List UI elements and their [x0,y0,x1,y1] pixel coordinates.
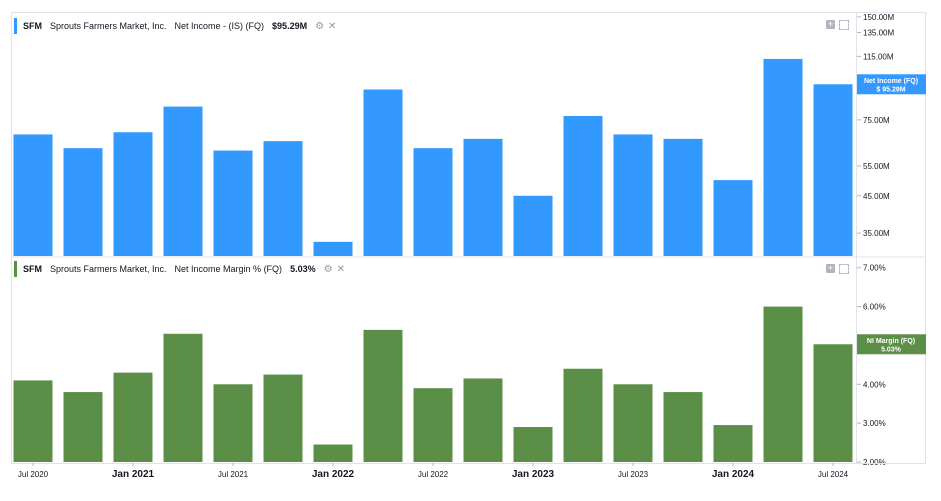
bottom-panel-tools: + [826,264,849,274]
bottom-bar [163,333,203,462]
plus-icon[interactable]: + [826,19,835,29]
top-legend-swatch [14,18,17,34]
close-icon[interactable]: ✕ [328,20,337,32]
bottom-badge-title: NI Margin (FQ) [867,338,915,345]
top-legend-company: Sprouts Farmers Market, Inc. [50,21,167,31]
top-y-tick-label: 55.00M [863,162,890,171]
top-bar [763,58,803,257]
top-badge-title: Net Income (FQ) [864,78,918,85]
expand-icon[interactable] [839,264,849,274]
bottom-badge-value: 5.03% [881,346,902,353]
x-tick-label: Jul 2022 [418,470,449,479]
plus-icon[interactable]: + [826,263,835,273]
top-y-tick-label: 115.00M [863,52,894,61]
top-bar [413,148,453,256]
bottom-bar [763,306,803,462]
bottom-bar [813,344,853,462]
top-bar [113,132,153,256]
bottom-y-tick-label: 7.00% [863,264,886,273]
top-bar [513,195,553,256]
bottom-legend-company: Sprouts Farmers Market, Inc. [50,264,167,274]
x-tick-label: Jan 2023 [512,469,555,480]
top-bar [813,84,853,256]
bottom-legend-ticker: SFM [23,264,42,274]
x-tick-label: Jul 2023 [618,470,649,479]
bottom-y-tick-label: 2.00% [863,458,886,467]
bottom-bar [263,374,303,462]
bottom-bar [63,392,103,462]
top-legend-metric: Net Income - (IS) (FQ) [174,21,265,31]
top-bar [463,138,503,256]
top-value-badge [857,74,926,95]
top-bar [563,115,603,257]
bottom-y-tick-label: 4.00% [863,380,886,389]
bottom-bar [213,384,253,462]
bottom-bar [513,427,553,462]
x-tick-label: Jul 2024 [818,470,849,479]
close-icon[interactable]: ✕ [336,263,345,275]
top-y-tick-label: 35.00M [863,229,890,238]
top-bar [613,134,653,256]
bottom-legend-swatch [14,261,17,277]
top-legend[interactable]: SFM Sprouts Farmers Market, Inc. Net Inc… [14,16,347,36]
top-bar [163,106,203,256]
top-legend-ticker: SFM [23,21,42,31]
bottom-bar [663,392,703,462]
top-bar [213,150,253,256]
x-tick-label: Jul 2020 [18,470,49,479]
bottom-bar [713,425,753,462]
top-bar [363,89,403,256]
bottom-bar [563,368,603,462]
x-tick-label: Jan 2021 [112,469,155,480]
top-bar [313,241,353,256]
top-badge-value: $ 95.29M [876,86,905,93]
x-tick-label: Jan 2022 [312,469,355,480]
bottom-bar [463,378,503,462]
top-bar [263,141,303,256]
bottom-legend-metric: Net Income Margin % (FQ) [174,264,283,274]
gear-icon[interactable]: ⚙ [315,20,325,32]
top-legend-value: $95.29M [272,21,308,31]
top-y-tick-label: 45.00M [863,192,890,201]
top-bar [63,148,103,256]
top-bar [713,180,753,256]
bottom-y-tick-label: 6.00% [863,303,886,312]
bottom-value-badge [857,334,926,355]
top-y-tick-label: 75.00M [863,116,890,125]
bottom-legend[interactable]: SFM Sprouts Farmers Market, Inc. Net Inc… [14,259,355,279]
gear-icon[interactable]: ⚙ [323,263,333,275]
expand-icon[interactable] [839,20,849,30]
bottom-bar [313,444,353,462]
top-panel-tools: + [826,20,849,30]
bottom-y-tick-label: 3.00% [863,419,886,428]
top-y-tick-label: 150.00M [863,13,894,22]
x-tick-label: Jul 2021 [218,470,249,479]
x-tick-label: Jan 2024 [712,469,755,480]
top-bar [13,134,53,256]
bottom-bar [113,372,153,462]
bottom-bar [413,388,453,462]
bottom-bar [363,329,403,462]
bottom-legend-value: 5.03% [290,264,316,274]
bottom-bar [613,384,653,462]
bottom-bar [13,380,53,462]
top-y-tick-label: 135.00M [863,29,894,38]
top-bar [663,138,703,256]
